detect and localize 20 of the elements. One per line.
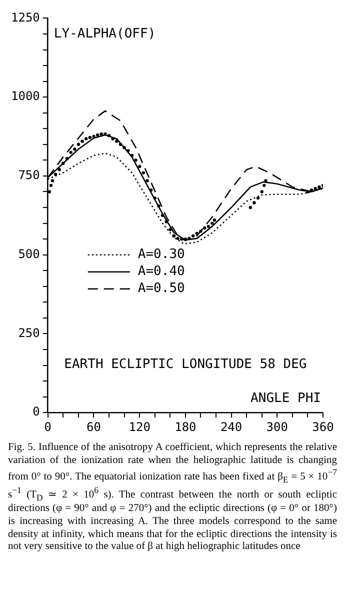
y-tick-label: 1250: [10, 10, 40, 24]
x-tick-label: 360: [312, 420, 334, 434]
legend-label: A=0.40: [138, 264, 185, 280]
x-tick-label: 240: [220, 420, 242, 434]
x-axis-title: ANGLE PHI: [250, 390, 321, 406]
y-tick-label: 0: [32, 404, 40, 419]
x-tick-label: 60: [86, 420, 101, 434]
annotation: LY-ALPHA(OFF): [54, 26, 156, 42]
annotation: EARTH ECLIPTIC LONGITUDE 58 DEG: [64, 356, 307, 372]
x-tick-label: 120: [128, 420, 150, 434]
x-tick-label: 0: [44, 420, 52, 434]
y-tick-label: 250: [18, 326, 40, 340]
legend-label: A=0.30: [138, 247, 185, 262]
y-tick-label: 750: [18, 168, 40, 182]
caption: Fig. 5. Influence of the anisotropy A coefficient, which represents the relative variation of the ionization rate when the heliographic latitude is changing from 0° to 90°. The equatorial ionization rate has been fixed at β$_{E}$ = 5 × 10$^{−7}$ s$^{−1}$ (T$_{D}$ ≃ 2 × 10$^{6}$ s). The contrast between the north or south ecliptic directions (φ = 90° and φ = 270°) and the ecliptic directions (φ = 0° or 180°) is increasing with increasing A. The three models correspond to the same density at infinity, which means that for the ecliptic directions the intensity is not very sensitive to the value of β at high heliographic latitudes once: [8, 442, 337, 554]
legend-label: A=0.50: [138, 281, 185, 296]
x-tick-label: 300: [266, 420, 288, 434]
y-tick-label: 500: [18, 246, 40, 261]
y-tick-label: 1000: [10, 89, 40, 104]
x-tick-label: 180: [174, 420, 196, 434]
